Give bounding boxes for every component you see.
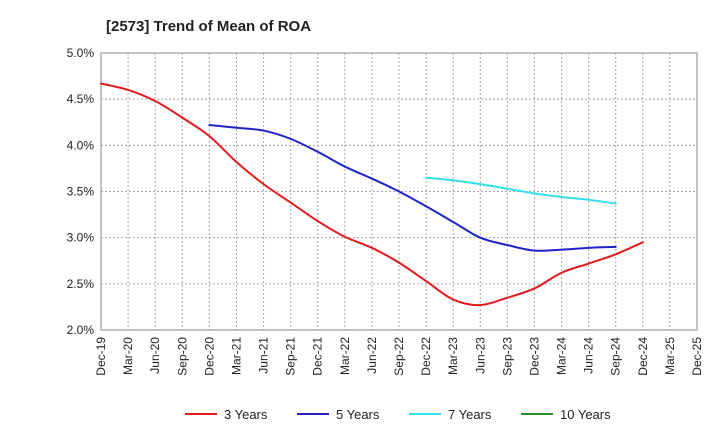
x-tick-label: Jun-24: [582, 337, 596, 374]
series-line-3-years: [100, 82, 644, 307]
x-tick-label: Jun-21: [257, 337, 271, 374]
x-tick-label: Mar-25: [663, 337, 677, 375]
x-tick-label: Dec-22: [419, 337, 433, 376]
x-tick-label: Dec-20: [202, 337, 216, 376]
x-tick-label: Sep-23: [500, 337, 514, 376]
x-tick-label: Mar-22: [338, 337, 352, 375]
y-tick-label: 4.5%: [67, 92, 95, 106]
x-tick-label: Dec-21: [311, 337, 325, 376]
legend: 3 Years 5 Years 7 Years 10 Years: [185, 407, 611, 422]
y-tick-label: 2.5%: [67, 277, 95, 291]
x-tick-label: Jun-22: [365, 337, 379, 374]
series-line-7-years: [425, 176, 617, 205]
x-tick-label: Mar-21: [229, 337, 243, 375]
x-tick-label: Sep-20: [175, 337, 189, 376]
plot-frame: [100, 52, 698, 331]
legend-label-7-years: 7 Years: [448, 407, 492, 422]
x-tick-label: Mar-23: [446, 337, 460, 375]
x-tick-label: Dec-19: [94, 337, 108, 376]
y-tick-label: 5.0%: [67, 46, 95, 60]
y-tick-label: 4.0%: [67, 138, 95, 152]
x-tick-label: Dec-23: [527, 337, 541, 376]
legend-label-3-years: 3 Years: [224, 407, 268, 422]
x-tick-label: Mar-20: [121, 337, 135, 375]
x-tick-label: Dec-25: [690, 337, 704, 376]
legend-label-5-years: 5 Years: [336, 407, 380, 422]
x-tick-label: Jun-20: [148, 337, 162, 374]
y-tick-label: 2.0%: [67, 323, 95, 337]
x-tick-label: Jun-23: [473, 337, 487, 374]
x-tick-label: Sep-24: [609, 337, 623, 376]
x-tick-label: Dec-24: [636, 337, 650, 376]
chart-title: [2573] Trend of Mean of ROA: [106, 18, 311, 35]
y-tick-label: 3.5%: [67, 185, 95, 199]
legend-label-10-years: 10 Years: [560, 407, 611, 422]
x-tick-label: Sep-22: [392, 337, 406, 376]
y-tick-label: 3.0%: [67, 231, 95, 245]
x-tick-label: Mar-24: [555, 337, 569, 375]
x-tick-label: Sep-21: [284, 337, 298, 376]
plot-area: 5.0% 4.5% 4.0% 3.5% 3.0% 2.5% 2.0%Dec-19 Mar-20…: [67, 46, 704, 376]
series-line-5-years: [208, 124, 617, 252]
